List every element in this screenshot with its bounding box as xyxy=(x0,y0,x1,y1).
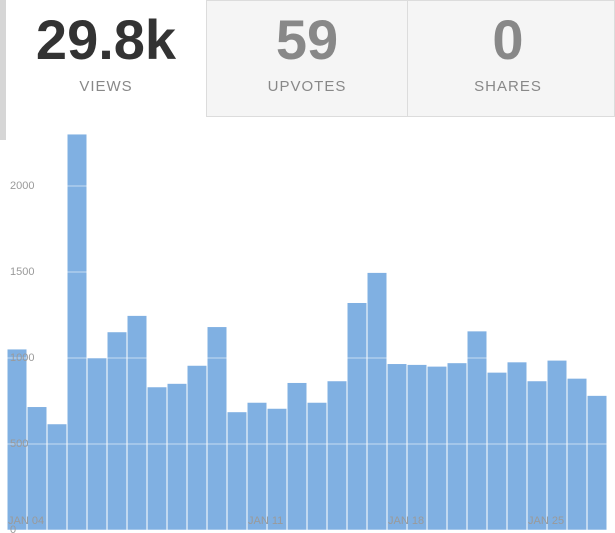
bar xyxy=(47,424,67,530)
y-tick-label: 1000 xyxy=(10,352,34,364)
y-tick-label: 500 xyxy=(10,438,28,450)
x-tick-label: JAN 25 xyxy=(528,515,564,527)
bar xyxy=(527,381,547,530)
shares-tab[interactable] xyxy=(407,0,615,117)
bar xyxy=(427,366,447,530)
y-tick-label: 2000 xyxy=(10,180,34,192)
views-value: 29.8k xyxy=(36,8,177,71)
views-label: VIEWS xyxy=(79,78,132,95)
bar xyxy=(367,272,387,530)
bar xyxy=(67,134,87,531)
bar xyxy=(467,331,487,530)
y-tick-label: 1500 xyxy=(10,266,34,278)
upvotes-label: UPVOTES xyxy=(268,78,347,95)
bar xyxy=(167,383,187,530)
bar xyxy=(487,372,507,530)
bar xyxy=(127,315,147,530)
x-tick-label: JAN 11 xyxy=(248,515,283,527)
bar xyxy=(407,364,427,530)
bar xyxy=(7,349,27,530)
bar xyxy=(387,364,407,530)
bar xyxy=(547,360,567,530)
bar xyxy=(227,412,247,530)
bar xyxy=(307,402,327,530)
bar xyxy=(507,362,527,530)
shares-value: 0 xyxy=(492,8,523,71)
y-tick-label: 0 xyxy=(10,524,16,533)
bar xyxy=(287,382,307,530)
bar xyxy=(187,365,207,530)
bar xyxy=(267,408,287,530)
bar xyxy=(27,407,47,530)
bar xyxy=(107,332,127,530)
upvotes-value: 59 xyxy=(276,8,338,71)
bar xyxy=(587,395,607,530)
upvotes-tab[interactable] xyxy=(206,0,408,117)
x-tick-label: JAN 18 xyxy=(388,515,424,527)
bar xyxy=(327,381,347,530)
bar xyxy=(567,378,587,530)
shares-label: SHARES xyxy=(474,78,542,95)
bar xyxy=(207,327,227,530)
x-tick-label: JAN 04 xyxy=(8,515,44,527)
bar xyxy=(447,363,467,530)
bar xyxy=(247,402,267,530)
bar xyxy=(347,302,367,530)
scrollbar xyxy=(0,0,6,140)
bar xyxy=(147,387,167,530)
